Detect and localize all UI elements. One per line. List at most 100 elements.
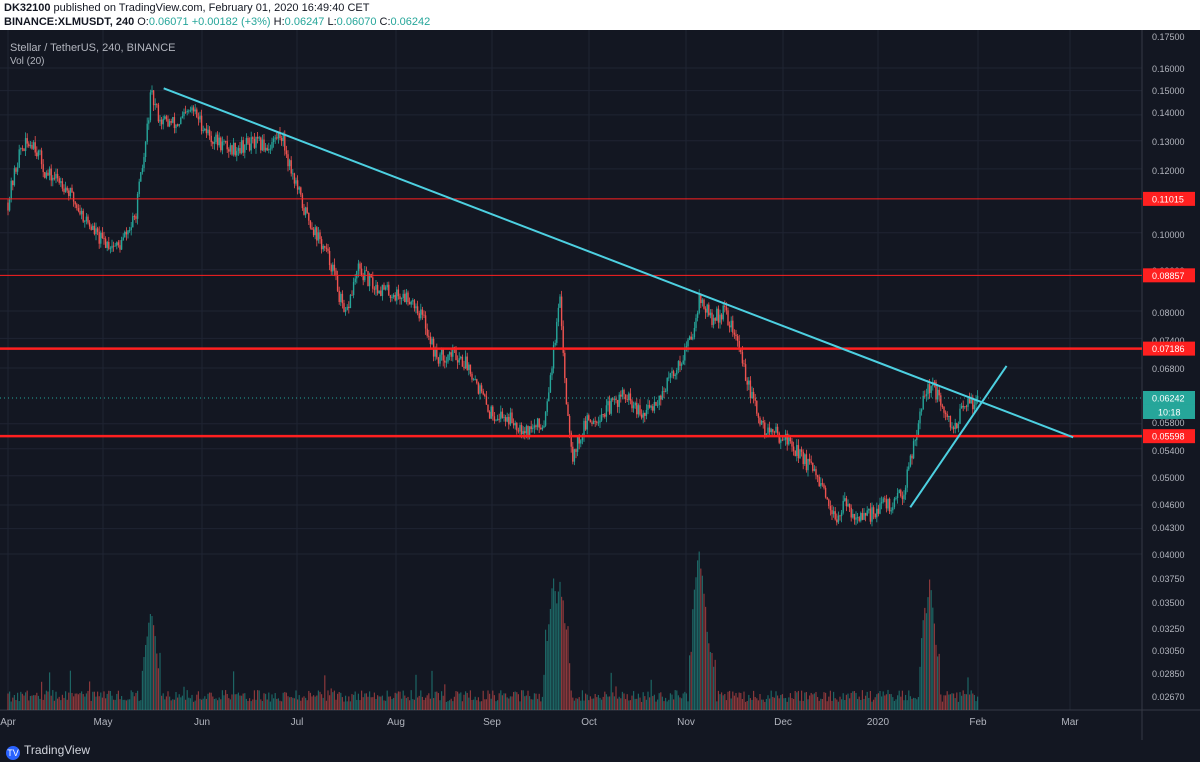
volume-bar (605, 694, 607, 710)
candle-body (823, 484, 825, 488)
candle-body (28, 143, 30, 147)
candle-body (637, 405, 640, 415)
tradingview-logo[interactable]: TV TradingView (6, 743, 90, 760)
volume-bar (117, 690, 119, 710)
candle-body (520, 425, 523, 435)
candle-body (383, 284, 385, 290)
candle-body (397, 289, 400, 297)
volume-bar (359, 700, 361, 710)
volume-bar (87, 690, 89, 710)
volume-bar (177, 697, 179, 710)
volume-bar (348, 696, 350, 710)
candle-body (210, 135, 212, 143)
volume-bar (975, 701, 977, 710)
candle-body (496, 418, 499, 421)
candle-body (821, 483, 824, 485)
candle-body (834, 511, 836, 520)
candle-body (479, 385, 481, 394)
volume-bar (585, 693, 587, 710)
volume-bar (671, 694, 673, 710)
candle-body (143, 157, 145, 169)
volume-bar (113, 699, 115, 710)
candle-body (512, 423, 515, 426)
candle-body (442, 348, 444, 361)
candle-body (461, 356, 464, 367)
candle-body (63, 188, 65, 193)
volume-bar (165, 696, 167, 710)
volume-bar (324, 675, 326, 710)
volume-bar (437, 693, 439, 710)
volume-bar (409, 700, 411, 710)
candle-body (138, 181, 140, 194)
volume-bar (793, 698, 795, 710)
candle-body (200, 115, 203, 132)
volume-bar (229, 699, 231, 710)
volume-bar (553, 578, 555, 710)
volume-indicator-title[interactable]: Vol (20) (10, 56, 45, 67)
volume-bar (335, 699, 337, 710)
chart-area[interactable]: 0.17500 0.16000 0.15000 0.14000 0.13000 0.120… (0, 30, 1200, 740)
candle-body (436, 347, 438, 358)
candle-body (413, 300, 416, 309)
volume-bar (697, 560, 699, 710)
volume-bar (869, 690, 871, 710)
volume-bar (549, 608, 551, 710)
volume-bar (474, 696, 476, 710)
volume-bar (461, 701, 463, 710)
candle-body (114, 245, 116, 247)
candle-body (132, 216, 134, 228)
author-name[interactable]: DK32100 (4, 2, 51, 14)
candle-body (122, 237, 124, 240)
volume-bar (244, 693, 246, 710)
candle-body (263, 139, 265, 151)
candle-body (538, 418, 540, 428)
candle-body (658, 395, 660, 405)
candle-body (165, 116, 168, 120)
volume-bar (407, 696, 409, 710)
candle-body (724, 305, 726, 308)
tradingview-brand-text: TradingView (24, 743, 91, 757)
volume-bar (679, 697, 681, 710)
candle-body (557, 307, 560, 322)
volume-bar (530, 699, 532, 710)
candle-body (420, 309, 422, 319)
candle-body (333, 264, 336, 271)
y-tick-label: 0.06800 (1152, 364, 1185, 374)
candle-body (960, 405, 963, 409)
candle-body (652, 406, 654, 411)
volume-bar (57, 698, 59, 710)
volume-bar (954, 698, 956, 710)
candle-body (314, 227, 316, 236)
volume-bar (505, 693, 507, 710)
volume-bar (18, 700, 20, 710)
volume-bar (225, 690, 227, 710)
candle-body (845, 498, 848, 507)
candle-body (416, 306, 419, 314)
y-tick-label: 0.03750 (1152, 574, 1185, 584)
volume-bar (639, 697, 641, 710)
candle-body (44, 172, 46, 178)
volume-bar (783, 698, 785, 710)
candle-body (898, 490, 900, 494)
candle-body (548, 392, 550, 402)
candle-body (968, 398, 971, 404)
volume-bar (937, 656, 939, 710)
volume-bar (457, 691, 459, 710)
volume-bar (303, 696, 305, 710)
candle-body (375, 284, 377, 290)
candle-body (456, 360, 459, 363)
volume-bar (839, 696, 841, 710)
volume-bar (711, 653, 713, 710)
volume-bar (674, 690, 676, 710)
volume-bar (231, 694, 233, 710)
volume-bar (637, 693, 639, 710)
volume-bar (202, 698, 204, 710)
candle-body (581, 436, 584, 441)
candle-body (376, 284, 379, 294)
candle-body (576, 436, 579, 452)
price-chart[interactable]: 0.17500 0.16000 0.15000 0.14000 0.13000 0.120… (0, 30, 1200, 740)
candle-body (391, 297, 393, 298)
volume-bar (863, 698, 865, 710)
candle-body (949, 416, 952, 428)
candle-body (844, 498, 846, 501)
